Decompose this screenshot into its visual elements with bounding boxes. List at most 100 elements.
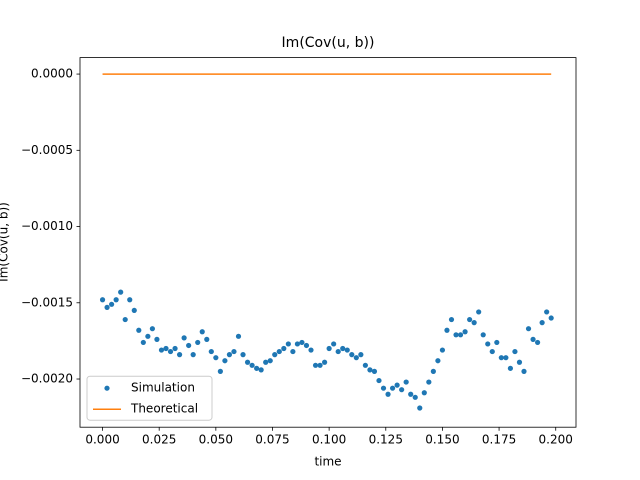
data-point <box>140 339 146 346</box>
data-point <box>303 342 310 349</box>
data-point <box>507 365 514 371</box>
data-point <box>226 352 233 358</box>
data-point <box>349 352 355 358</box>
x-tick-label: 0.000 <box>85 433 119 447</box>
data-point <box>453 332 459 338</box>
data-point <box>367 367 373 373</box>
y-axis-label: Im(Cov(u, b)) <box>0 202 11 282</box>
data-point <box>263 359 269 365</box>
data-point <box>467 316 473 323</box>
y-tick-label: −0.0010 <box>21 219 73 233</box>
data-point <box>285 341 291 347</box>
data-point <box>544 309 550 315</box>
data-point <box>312 362 319 368</box>
x-tick-label: 0.100 <box>312 433 346 447</box>
data-point <box>181 335 187 341</box>
data-point <box>158 347 165 353</box>
data-point <box>244 359 251 365</box>
data-point <box>530 336 536 342</box>
data-point <box>362 362 368 368</box>
data-point <box>149 326 155 332</box>
x-tick-label: 0.050 <box>199 433 233 447</box>
y-tick-label: −0.0005 <box>21 143 73 157</box>
data-point <box>240 352 246 358</box>
data-point <box>430 368 436 374</box>
data-point <box>494 339 500 346</box>
data-point <box>118 289 124 295</box>
y-tick-label: −0.0020 <box>21 372 73 386</box>
data-point <box>249 362 255 368</box>
data-point <box>376 377 382 384</box>
x-tick-label: 0.075 <box>255 433 289 447</box>
legend-label: Theoretical <box>130 402 198 416</box>
chart-title: Im(Cov(u, b)) <box>282 35 375 51</box>
data-point <box>371 368 378 374</box>
data-point <box>172 345 178 352</box>
data-point <box>344 347 350 353</box>
x-tick-label: 0.175 <box>482 433 516 447</box>
data-point <box>294 341 301 347</box>
data-point <box>389 385 396 391</box>
data-point <box>521 368 527 374</box>
legend-marker <box>104 385 110 391</box>
data-point <box>167 348 174 355</box>
data-point <box>380 385 387 391</box>
y-tick-label: 0.0000 <box>31 67 73 81</box>
data-point <box>113 297 119 303</box>
data-point <box>145 333 151 339</box>
x-tick-label: 0.125 <box>369 433 403 447</box>
data-point <box>408 391 414 397</box>
data-point <box>503 355 509 361</box>
data-point <box>176 352 183 358</box>
data-point <box>417 405 423 411</box>
data-point <box>412 394 418 400</box>
data-point <box>154 336 160 342</box>
data-point <box>498 355 504 361</box>
data-point <box>462 329 468 335</box>
data-point <box>104 304 110 310</box>
data-point <box>322 359 328 365</box>
axes-frame <box>79 57 577 428</box>
data-point <box>326 345 332 352</box>
data-point <box>340 345 346 352</box>
data-point <box>109 301 115 307</box>
data-point <box>281 345 287 352</box>
data-point <box>258 367 264 373</box>
x-axis-label: time <box>314 455 341 469</box>
data-point <box>525 326 532 332</box>
data-point <box>308 347 314 353</box>
data-point <box>186 342 192 349</box>
data-point <box>276 348 282 355</box>
data-point <box>539 320 545 326</box>
data-point <box>136 327 142 333</box>
data-point <box>272 352 278 358</box>
data-point <box>235 333 242 339</box>
data-point <box>512 348 518 355</box>
x-tick-label: 0.150 <box>425 433 459 447</box>
data-point <box>99 297 106 303</box>
data-point <box>131 307 137 314</box>
data-point <box>127 297 133 303</box>
data-point <box>199 329 205 335</box>
data-point <box>471 320 477 326</box>
data-point <box>358 352 364 358</box>
data-point <box>222 358 228 364</box>
data-point <box>421 390 427 396</box>
data-point <box>385 391 391 397</box>
data-point <box>476 309 482 315</box>
data-point <box>299 339 305 346</box>
data-point <box>353 355 359 361</box>
data-point <box>204 336 210 342</box>
data-point <box>267 358 273 364</box>
legend-label: Simulation <box>131 381 195 395</box>
data-point <box>254 365 260 371</box>
data-point <box>485 341 491 347</box>
data-point <box>208 348 214 355</box>
data-point <box>403 379 409 385</box>
data-point <box>195 339 201 346</box>
x-tick-label: 0.025 <box>142 433 176 447</box>
data-point <box>548 315 554 321</box>
data-point <box>444 327 450 333</box>
x-tick-label: 0.200 <box>539 433 573 447</box>
